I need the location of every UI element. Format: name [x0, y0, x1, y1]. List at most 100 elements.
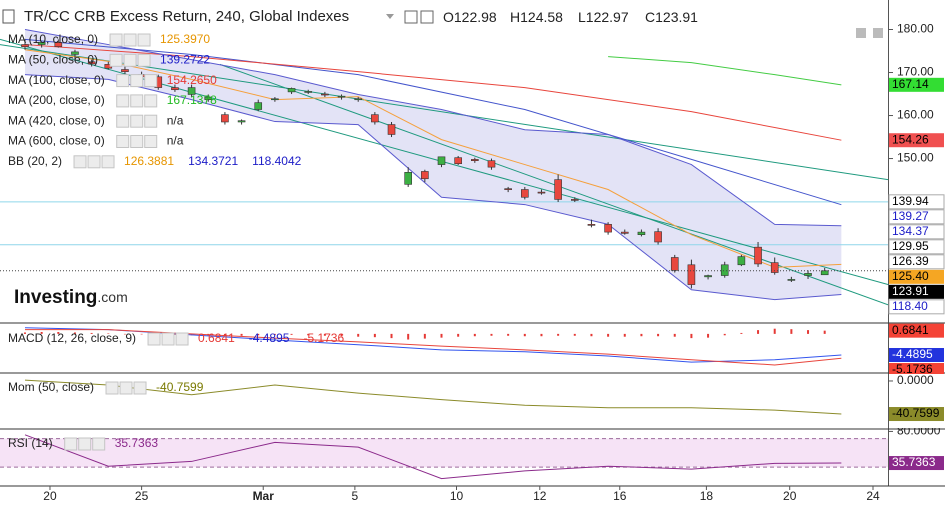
macd-histogram-bar — [673, 333, 676, 337]
price-tag-label: -4.4895 — [892, 347, 933, 361]
candle-body — [254, 102, 263, 110]
legend-icon — [109, 33, 123, 47]
candle-body — [687, 264, 696, 285]
ohlc-readout: L122.97 — [578, 9, 629, 25]
x-tick-label: 5 — [352, 489, 359, 503]
candle-body — [304, 91, 313, 93]
legend-icon — [144, 114, 158, 128]
macd-histogram-bar — [40, 332, 43, 334]
candle-body — [637, 231, 646, 235]
y-tick-label: 170.00 — [897, 65, 934, 79]
legend-name: RSI (14) — [8, 436, 53, 450]
candle-body — [537, 191, 546, 194]
legend-icon — [144, 94, 158, 108]
toolbar-icon[interactable] — [873, 28, 883, 38]
candle-body — [804, 273, 812, 276]
price-tag-label: 139.94 — [892, 194, 929, 208]
legend-name: MA (600, close, 0) — [8, 134, 105, 148]
symbol-icon[interactable] — [2, 9, 15, 24]
x-tick-label: 12 — [533, 489, 547, 503]
legend-value: n/a — [167, 113, 184, 127]
candle-body — [337, 95, 346, 98]
bb-band — [24, 29, 842, 300]
ohlc-value: 122.97 — [586, 9, 629, 25]
price-tag-label: 154.26 — [892, 132, 929, 146]
legend-name: MA (420, close, 0) — [8, 113, 105, 127]
eye-icon[interactable] — [404, 10, 418, 24]
candle-body — [720, 264, 729, 276]
pane — [24, 379, 842, 415]
macd-histogram-bar — [657, 333, 660, 337]
legend-icon — [130, 135, 144, 148]
macd-histogram-bar — [23, 332, 26, 334]
y-tick-label: 0.0000 — [897, 373, 934, 387]
price-tag-label: 126.39 — [892, 254, 929, 268]
rsi-band — [0, 438, 888, 468]
toolbar-icon[interactable] — [856, 28, 866, 38]
price-tag-label: 129.95 — [892, 239, 929, 253]
overlay: TR/CC CRB Excess Return, 240, Global Ind… — [24, 8, 880, 503]
price-tag — [888, 239, 945, 255]
pane — [0, 29, 888, 306]
candle-body — [620, 231, 629, 234]
macd-histogram-bar — [290, 333, 293, 335]
legend-value: 125.3970 — [160, 32, 210, 46]
legend-value: n/a — [167, 134, 184, 148]
candle-body — [787, 279, 796, 281]
macd-histogram-bar — [723, 333, 726, 336]
candle-body — [354, 98, 362, 101]
price-axis: 80.0000 35.7363 — [888, 428, 944, 471]
price-tag — [889, 284, 944, 299]
dropdown-icon[interactable] — [386, 14, 394, 19]
macd-histogram-bar — [407, 333, 410, 340]
candle-body — [421, 171, 429, 180]
legend-name: Mom (50, close) — [8, 380, 94, 394]
ohlc-label: O — [443, 9, 454, 25]
macd-histogram-bar — [390, 333, 393, 339]
legend-icon — [133, 381, 147, 395]
legend-icon — [137, 33, 151, 47]
macd-histogram-bar — [107, 333, 110, 334]
candle-body — [471, 159, 479, 161]
settings-icon[interactable] — [420, 10, 434, 24]
candle-body — [404, 172, 412, 185]
macd-histogram-bar — [473, 333, 476, 337]
legend-value: -5.1736 — [303, 331, 344, 345]
price-axis: 0.0000 -40.7599 — [888, 373, 944, 422]
legend-icon — [64, 437, 78, 451]
macd-histogram-bar — [507, 333, 510, 336]
moving-average — [608, 56, 842, 86]
price-tag-label: 134.37 — [892, 224, 929, 238]
legend-icon — [123, 53, 137, 67]
legend-icon — [161, 332, 175, 346]
legend-value: 0.6841 — [198, 331, 235, 345]
legend-icon — [87, 155, 101, 169]
macd-histogram-bar — [257, 333, 260, 336]
candle-body — [387, 124, 396, 135]
ohlc-readout: C123.91 — [645, 9, 698, 25]
macd-histogram-bar — [440, 333, 443, 338]
candle-body — [321, 93, 329, 96]
y-tick-label: 180.00 — [897, 22, 934, 36]
macd-histogram-bar — [240, 333, 243, 336]
macd-histogram-bar — [557, 333, 560, 336]
legend-value: 134.3721 — [188, 154, 238, 168]
candle-body — [604, 224, 612, 233]
candle-body — [37, 42, 46, 45]
macd-histogram-bar — [757, 330, 760, 334]
macd-histogram-bar — [523, 333, 526, 337]
legend-icon — [105, 381, 119, 395]
legend-icon — [175, 332, 189, 346]
macd-histogram-bar — [273, 333, 276, 335]
legend-icon — [78, 437, 92, 451]
x-tick-label: 20 — [43, 489, 57, 503]
pane — [0, 434, 888, 480]
legend-icon — [130, 114, 144, 128]
candle-body — [737, 256, 746, 266]
macd-histogram-bar — [790, 329, 793, 334]
macd-histogram-bar — [490, 333, 493, 336]
candle-body — [521, 189, 529, 198]
indicator-line — [24, 329, 842, 366]
legend-value: 126.3881 — [124, 154, 174, 168]
